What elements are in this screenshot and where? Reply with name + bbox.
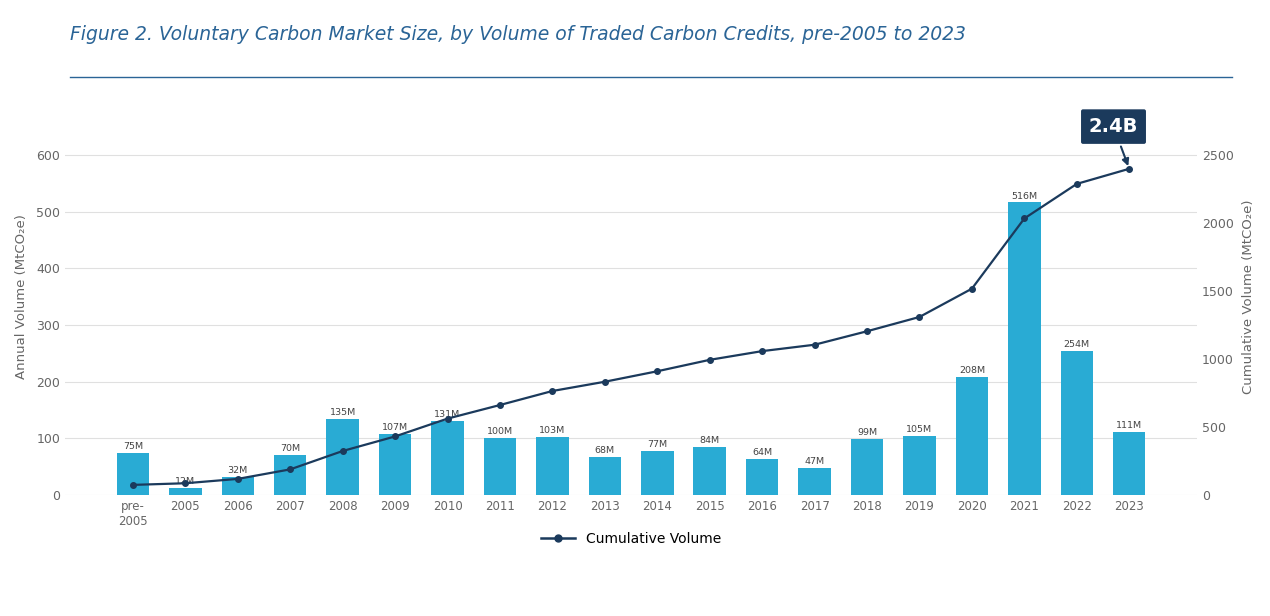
Bar: [851, 439, 884, 495]
Text: 516M: 516M: [1011, 192, 1038, 201]
Text: 208M: 208M: [959, 366, 986, 375]
Text: 135M: 135M: [329, 408, 356, 416]
Text: 32M: 32M: [227, 466, 248, 475]
Text: 75M: 75M: [123, 442, 144, 450]
Text: 99M: 99M: [857, 428, 878, 437]
Bar: [432, 421, 464, 495]
Bar: [1060, 351, 1093, 495]
Bar: [955, 377, 988, 495]
Y-axis label: Cumulative Volume (MtCO₂e): Cumulative Volume (MtCO₂e): [1242, 200, 1255, 394]
Text: 111M: 111M: [1116, 421, 1142, 430]
Bar: [117, 453, 149, 495]
Text: 254M: 254M: [1064, 340, 1090, 349]
Text: 105M: 105M: [907, 424, 932, 434]
Bar: [326, 418, 359, 495]
Bar: [378, 434, 411, 495]
Bar: [745, 459, 779, 495]
Text: 84M: 84M: [700, 437, 720, 445]
Bar: [903, 436, 936, 495]
Text: 100M: 100M: [486, 428, 513, 436]
Text: 103M: 103M: [540, 426, 565, 435]
Text: 12M: 12M: [175, 477, 196, 486]
Bar: [1008, 203, 1040, 495]
Bar: [693, 447, 726, 495]
Bar: [1113, 432, 1146, 495]
Text: 77M: 77M: [648, 440, 667, 450]
Bar: [274, 455, 306, 495]
Legend: Cumulative Volume: Cumulative Volume: [535, 527, 728, 552]
Bar: [588, 456, 621, 495]
Y-axis label: Annual Volume (MtCO₂e): Annual Volume (MtCO₂e): [15, 214, 28, 379]
Text: Figure 2. Voluntary Carbon Market Size, by Volume of Traded Carbon Credits, pre-: Figure 2. Voluntary Carbon Market Size, …: [70, 25, 965, 44]
Bar: [221, 477, 254, 495]
Text: 47M: 47M: [804, 458, 824, 466]
Bar: [169, 488, 202, 495]
Bar: [799, 468, 831, 495]
Text: 107M: 107M: [382, 423, 408, 432]
Text: 68M: 68M: [594, 445, 615, 455]
Bar: [484, 439, 516, 495]
Text: 2.4B: 2.4B: [1088, 117, 1138, 164]
Bar: [641, 452, 673, 495]
Text: 70M: 70M: [281, 444, 300, 453]
Text: 64M: 64M: [752, 448, 772, 457]
Text: 131M: 131M: [434, 410, 461, 419]
Bar: [536, 437, 569, 495]
